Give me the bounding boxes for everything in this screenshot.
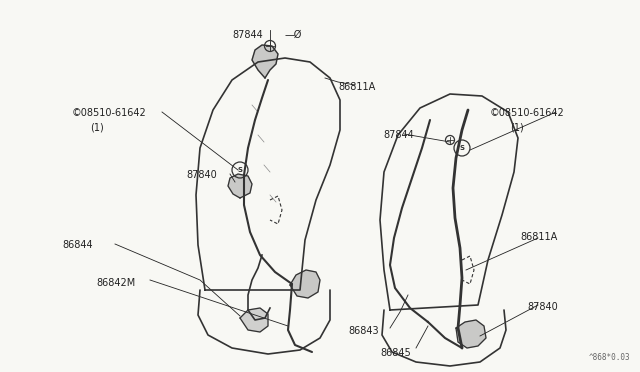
Text: 87844: 87844	[232, 30, 263, 40]
Text: 86845: 86845	[380, 348, 411, 358]
Text: 86843: 86843	[348, 326, 379, 336]
Text: 86811A: 86811A	[338, 82, 375, 92]
Text: ^868*0.03: ^868*0.03	[588, 353, 630, 362]
Text: 87840: 87840	[527, 302, 557, 312]
Text: S: S	[460, 145, 465, 151]
Text: (1): (1)	[90, 122, 104, 132]
Polygon shape	[456, 320, 486, 348]
Polygon shape	[252, 45, 278, 78]
Text: 86811A: 86811A	[520, 232, 557, 242]
Text: ©08510-61642: ©08510-61642	[72, 108, 147, 118]
Text: S: S	[237, 167, 243, 173]
Polygon shape	[228, 174, 252, 198]
Text: 87844: 87844	[383, 130, 413, 140]
Polygon shape	[240, 308, 268, 332]
Text: (1): (1)	[510, 122, 524, 132]
Text: ©08510-61642: ©08510-61642	[490, 108, 564, 118]
Text: —Ø: —Ø	[285, 30, 302, 40]
Text: 86842M: 86842M	[96, 278, 135, 288]
Text: 87840: 87840	[186, 170, 217, 180]
Text: 86844: 86844	[62, 240, 93, 250]
Polygon shape	[290, 270, 320, 298]
